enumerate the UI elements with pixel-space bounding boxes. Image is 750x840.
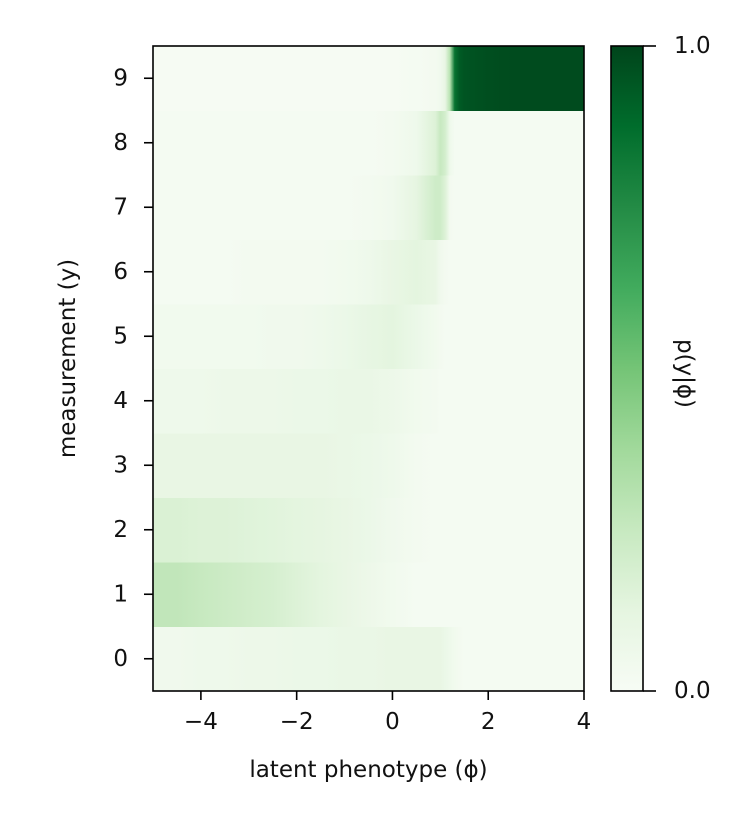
colorbar-label: p(y|ϕ) — [672, 339, 698, 408]
x-tick-label: 4 — [577, 709, 592, 735]
y-tick-label: 8 — [113, 130, 128, 156]
y-tick-label: 9 — [113, 65, 128, 91]
x-tick-label: −2 — [280, 709, 314, 735]
colorbar-tick-label-min: 0.0 — [674, 678, 711, 704]
y-axis: 0 1 2 3 4 5 6 7 8 9 — [113, 65, 153, 672]
heatmap-row-y8 — [153, 110, 584, 176]
heatmap-row-y6 — [153, 239, 584, 305]
x-axis-label: latent phenotype (ϕ) — [249, 757, 487, 783]
heatmap-rows — [153, 46, 584, 692]
y-tick-label: 0 — [113, 646, 128, 672]
y-tick-label: 4 — [113, 388, 128, 414]
heatmap-row-y1 — [153, 562, 584, 627]
colorbar — [610, 45, 644, 692]
heatmap-row-y7 — [153, 175, 584, 240]
colorbar-ticks: 1.0 0.0 — [643, 33, 711, 704]
heatmap-row-y0 — [153, 626, 584, 692]
y-tick-label: 2 — [113, 517, 128, 543]
y-axis-label: measurement (y) — [55, 259, 81, 458]
y-tick-label: 3 — [113, 452, 128, 478]
x-tick-label: 0 — [385, 709, 400, 735]
y-tick-label: 7 — [113, 194, 128, 220]
x-tick-label: 2 — [481, 709, 496, 735]
y-tick-label: 1 — [113, 581, 128, 607]
colorbar-tick-label-max: 1.0 — [674, 33, 711, 59]
y-tick-label: 5 — [113, 323, 128, 349]
heatmap-row-y3 — [153, 433, 584, 498]
heatmap-row-y4 — [153, 368, 584, 434]
x-axis: −4 −2 0 2 4 — [184, 691, 591, 735]
plot-frame — [152, 45, 585, 692]
heatmap-row-y9 — [153, 46, 584, 111]
x-tick-label: −4 — [184, 709, 218, 735]
y-tick-label: 6 — [113, 259, 128, 285]
heatmap-row-y2 — [153, 497, 584, 563]
heatmap-row-y5 — [153, 304, 584, 369]
